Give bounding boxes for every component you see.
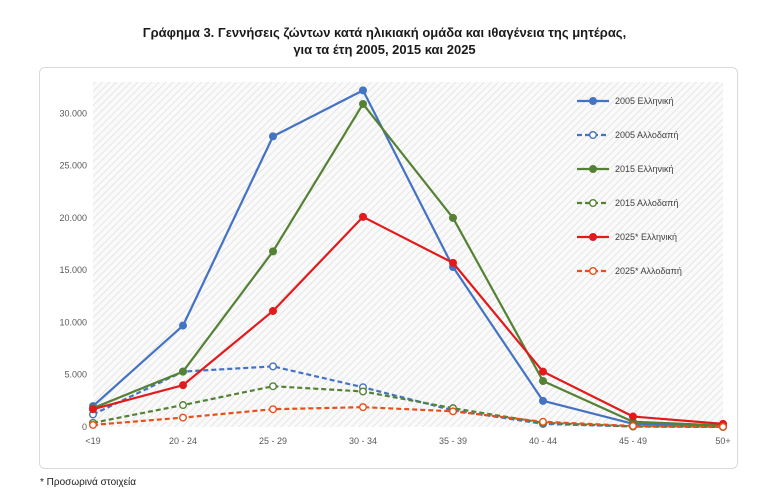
y-tick-label: 30.000 xyxy=(59,108,87,118)
series-5 xyxy=(88,212,728,428)
legend-marker xyxy=(589,267,598,276)
series-6 xyxy=(88,403,728,431)
legend-label: 2015 Ελληνική xyxy=(615,164,674,174)
data-point xyxy=(178,321,187,330)
legend-item: 2025* Αλλοδαπή xyxy=(577,266,682,276)
data-point xyxy=(269,306,278,315)
legend-item: 2005 Ελληνική xyxy=(577,96,674,106)
y-tick-label: 20.000 xyxy=(59,213,87,223)
data-point xyxy=(88,420,97,429)
chart-title-line-1: Γράφημα 3. Γεννήσεις ζώντων κατά ηλικιακ… xyxy=(142,25,627,40)
data-point xyxy=(359,403,368,412)
y-tick-label: 5.000 xyxy=(64,370,87,380)
x-tick-label: 50+ xyxy=(715,436,730,446)
legend: 2005 Ελληνική 2005 Αλλοδαπή 2015 Ελληνική 2… xyxy=(577,96,682,276)
x-axis: <19 20 - 24 25 - 29 30 - 34 35 - 39 40 - 44 45… xyxy=(85,436,730,446)
data-point xyxy=(269,362,278,371)
data-point xyxy=(269,247,278,256)
legend-marker xyxy=(589,130,598,139)
legend-label: 2005 Ελληνική xyxy=(615,96,674,106)
data-point xyxy=(359,387,368,396)
series-line xyxy=(92,406,724,428)
legend-label: 2005 Αλλοδαπή xyxy=(615,130,678,140)
legend-item: 2015 Αλλοδαπή xyxy=(577,198,678,208)
y-tick-label: 0 xyxy=(82,422,87,432)
x-tick-label: 20 - 24 xyxy=(169,436,197,446)
data-point xyxy=(629,412,638,421)
y-tick-label: 25.000 xyxy=(59,161,87,171)
data-point xyxy=(449,258,458,267)
y-tick-label: 10.000 xyxy=(59,317,87,327)
x-tick-label: <19 xyxy=(85,436,100,446)
legend-marker xyxy=(589,96,598,105)
data-point xyxy=(449,213,458,222)
legend-marker xyxy=(589,164,598,173)
data-point xyxy=(539,367,548,376)
series-group xyxy=(88,86,728,431)
legend-item: 2025* Ελληνική xyxy=(577,232,677,242)
plot-area xyxy=(93,82,723,427)
data-point xyxy=(178,401,187,410)
data-point xyxy=(719,422,728,431)
legend-item: 2015 Ελληνική xyxy=(577,164,674,174)
data-point xyxy=(359,86,368,95)
legend-item: 2005 Αλλοδαπή xyxy=(577,130,678,140)
data-point xyxy=(269,132,278,141)
data-point xyxy=(539,396,548,405)
x-tick-label: 30 - 34 xyxy=(349,436,377,446)
legend-label: 2025* Ελληνική xyxy=(615,232,677,242)
data-point xyxy=(359,212,368,221)
series-line xyxy=(92,215,724,425)
data-point xyxy=(449,407,458,416)
data-point xyxy=(178,413,187,422)
data-point xyxy=(269,382,278,391)
data-point xyxy=(269,405,278,414)
data-point xyxy=(178,367,187,376)
legend-marker xyxy=(589,198,598,207)
x-tick-label: 40 - 44 xyxy=(529,436,557,446)
legend-label: 2015 Αλλοδαπή xyxy=(615,198,678,208)
series-line xyxy=(92,89,724,428)
legend-label: 2025* Αλλοδαπή xyxy=(615,266,682,276)
data-point xyxy=(539,377,548,386)
series-line xyxy=(92,102,724,427)
chart-title-line-2: για τα έτη 2005, 2015 και 2025 xyxy=(293,42,476,57)
data-point xyxy=(359,99,368,108)
y-axis: 0 5.000 10.000 15.000 20.000 25.000 30.000 xyxy=(59,108,87,432)
x-tick-label: 45 - 49 xyxy=(619,436,647,446)
y-tick-label: 15.000 xyxy=(59,265,87,275)
data-point xyxy=(88,405,97,414)
data-point xyxy=(178,381,187,390)
footnote: * Προσωρινά στοιχεία xyxy=(40,477,137,488)
series-line xyxy=(92,365,724,428)
series-line xyxy=(92,385,724,428)
chart-title: Γράφημα 3. Γεννήσεις ζώντων κατά ηλικιακ… xyxy=(0,24,769,58)
data-point xyxy=(629,421,638,430)
x-tick-label: 25 - 29 xyxy=(259,436,287,446)
data-point xyxy=(539,417,548,426)
x-tick-label: 35 - 39 xyxy=(439,436,467,446)
legend-marker xyxy=(589,232,598,241)
